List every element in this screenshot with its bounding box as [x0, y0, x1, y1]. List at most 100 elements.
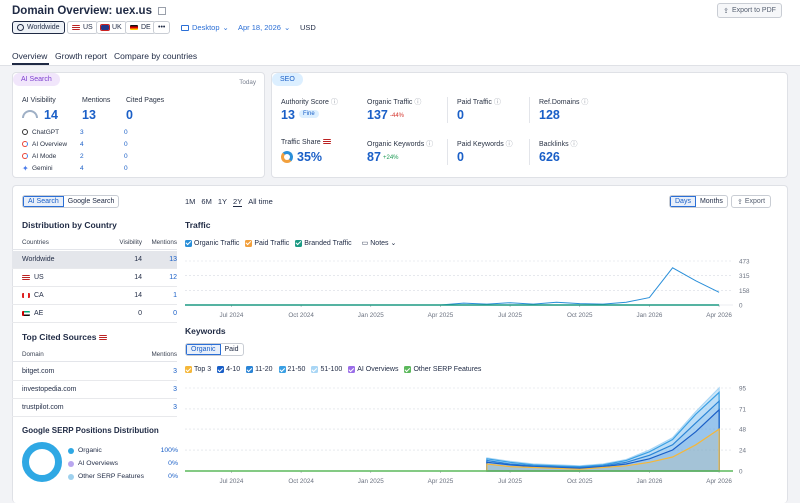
legend-organic-traffic[interactable]: Organic Traffic: [185, 239, 239, 247]
export-label: Export: [744, 198, 766, 205]
platform-mentions[interactable]: 2: [80, 152, 84, 160]
tab-overview[interactable]: Overview: [12, 51, 48, 61]
export-icon: ⇪: [723, 7, 729, 15]
paid-keywords-value[interactable]: 0: [457, 150, 464, 164]
toggle-organic[interactable]: Organic: [186, 344, 221, 355]
range-6m[interactable]: 6M: [201, 197, 212, 206]
tab-compare-by-countries[interactable]: Compare by countries: [114, 51, 198, 61]
cited-domain[interactable]: bitget.com: [22, 368, 55, 375]
more-databases-button[interactable]: •••: [153, 21, 171, 34]
toggle-google-search[interactable]: Google Search: [67, 198, 115, 205]
tab-growth-report[interactable]: Growth report: [55, 51, 107, 61]
legend-21-50[interactable]: 21-50: [278, 366, 305, 373]
more-icon: •••: [158, 24, 166, 31]
legend-51-100[interactable]: 51-100: [311, 366, 342, 373]
db-chip-worldwide[interactable]: Worldwide: [12, 21, 65, 34]
organic-dot-icon: [68, 447, 74, 454]
range-2y[interactable]: 2Y: [233, 197, 243, 207]
keywords-y-tick: 48: [739, 427, 747, 434]
us-flag-icon: [22, 275, 30, 280]
paid-traffic-value[interactable]: 0: [457, 108, 464, 122]
legend-ai-overviews[interactable]: AI Overviews: [348, 366, 398, 373]
platform-mentions[interactable]: 4: [80, 140, 84, 148]
keywords-x-tick: Jan 2025: [358, 478, 384, 485]
cited-mentions[interactable]: 3: [173, 368, 177, 375]
platform-cited[interactable]: 0: [124, 152, 128, 160]
platform-mentions[interactable]: 4: [80, 164, 84, 172]
table-row[interactable]: Worldwide 14 13: [12, 251, 177, 269]
mentions-value[interactable]: 13: [169, 256, 177, 263]
platform-cited[interactable]: 0: [124, 164, 128, 172]
notes-dropdown[interactable]: ▭ Notes ⌄: [361, 239, 397, 248]
cited-domain[interactable]: investopedia.com: [22, 386, 77, 393]
info-icon[interactable]: ⓘ: [505, 141, 513, 148]
platform-mentions[interactable]: 3: [80, 128, 84, 136]
table-row[interactable]: CA 14 1: [12, 287, 177, 305]
db-chip-uk[interactable]: UK: [96, 21, 127, 34]
domain-name[interactable]: uex.us: [115, 5, 152, 17]
range-1m[interactable]: 1M: [185, 197, 196, 206]
toggle-ai-search[interactable]: AI Search: [23, 196, 64, 207]
platform-cited[interactable]: 0: [124, 128, 128, 136]
chip-label: Worldwide: [27, 24, 60, 31]
ref-domains-value[interactable]: 128: [539, 108, 560, 122]
cited-pages-value[interactable]: 0: [126, 108, 133, 122]
legend-branded-traffic[interactable]: Branded Traffic: [295, 239, 352, 247]
export-button[interactable]: ⇪ Export: [731, 195, 772, 208]
search-type-toggle[interactable]: AI Search Google Search: [22, 195, 120, 208]
cited-mentions[interactable]: 3: [173, 404, 177, 411]
table-row[interactable]: trustpilot.com 3: [12, 399, 177, 417]
table-row[interactable]: AE 0 0: [12, 305, 177, 323]
legend-4-10[interactable]: 4-10: [217, 366, 240, 373]
mentions-value[interactable]: 13: [82, 108, 96, 122]
traffic-chart[interactable]: 0 158 315 473 Jul 2024 Oct 2024 Jan 2025 Apr 20…: [185, 255, 755, 319]
visibility-gauge-icon: [22, 110, 38, 118]
legend-other-serp[interactable]: Other SERP Features: [404, 366, 481, 373]
desktop-icon: [181, 24, 189, 31]
db-chip-us[interactable]: US: [67, 21, 98, 34]
range-all-time[interactable]: All time: [248, 197, 273, 206]
keywords-legend: Top 3 4-10 11-20 21-50 51-100 AI Overvie…: [185, 366, 481, 373]
backlinks-value[interactable]: 626: [539, 150, 560, 164]
mentions-value[interactable]: 12: [169, 274, 177, 281]
mentions-value[interactable]: 0: [173, 310, 177, 317]
legend-top3[interactable]: Top 3: [185, 366, 211, 373]
info-icon[interactable]: ⓘ: [493, 99, 501, 106]
authority-score-value[interactable]: 13: [281, 108, 295, 122]
traffic-x-tick: Oct 2025: [567, 312, 593, 319]
date-dropdown[interactable]: Apr 18, 2026 ⌄: [238, 23, 290, 32]
visibility-value: 0: [138, 310, 142, 317]
platform-cited[interactable]: 0: [124, 140, 128, 148]
device-dropdown[interactable]: Desktop ⌄: [181, 23, 229, 32]
export-pdf-button[interactable]: ⇪ Export to PDF: [717, 3, 782, 18]
keywords-series-top-3: [486, 427, 720, 472]
info-icon[interactable]: ⓘ: [581, 99, 589, 106]
range-1y[interactable]: 1Y: [217, 197, 228, 206]
db-chip-de[interactable]: DE: [125, 21, 156, 34]
legend-paid-traffic[interactable]: Paid Traffic: [245, 239, 289, 247]
info-icon[interactable]: ⓘ: [570, 141, 578, 148]
keywords-chart[interactable]: 0 24 48 71 95 Jul 2024 Oct 2024 Jan 2025 Apr 202…: [185, 382, 755, 485]
toggle-paid[interactable]: Paid: [224, 346, 239, 353]
export-pdf-label: Export to PDF: [731, 7, 776, 14]
keywords-type-toggle[interactable]: Organic Paid: [185, 343, 244, 356]
cited-mentions[interactable]: 3: [173, 386, 177, 393]
toggle-months[interactable]: Months: [699, 198, 723, 205]
external-link-icon[interactable]: [158, 7, 167, 15]
table-row[interactable]: investopedia.com 3: [12, 381, 177, 399]
info-icon[interactable]: ⓘ: [414, 99, 422, 106]
info-icon[interactable]: ⓘ: [330, 99, 338, 106]
traffic-x-tick: Jul 2024: [220, 312, 244, 319]
keywords-x-tick: Jul 2024: [220, 478, 244, 485]
organic-traffic-value[interactable]: 137: [367, 108, 388, 122]
toggle-days[interactable]: Days: [670, 196, 696, 207]
authority-badge: Fine: [299, 110, 319, 118]
info-icon[interactable]: ⓘ: [426, 141, 434, 148]
table-row[interactable]: US 14 12: [12, 269, 177, 287]
mentions-value[interactable]: 1: [173, 292, 177, 299]
granularity-toggle[interactable]: Days Months: [669, 195, 728, 208]
legend-11-20[interactable]: 11-20: [246, 366, 273, 373]
cited-domain[interactable]: trustpilot.com: [22, 404, 64, 411]
organic-keywords-value[interactable]: 87: [367, 150, 381, 164]
table-row[interactable]: bitget.com 3: [12, 363, 177, 381]
